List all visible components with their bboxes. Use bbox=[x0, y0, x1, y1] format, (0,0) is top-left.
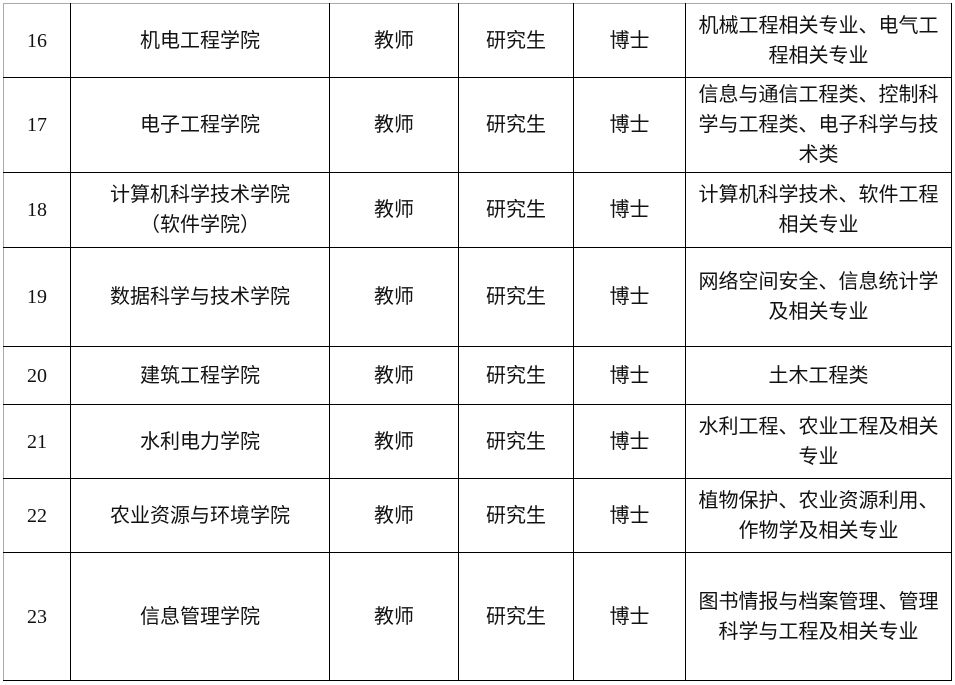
table-row: 16 机电工程学院 教师 研究生 博士 机械工程相关专业、电气工程相关专业 bbox=[3, 3, 952, 78]
cell-degree-level: 研究生 bbox=[458, 77, 574, 173]
cell-no: 23 bbox=[3, 552, 71, 681]
cell-no: 21 bbox=[3, 404, 71, 479]
cell-no: 16 bbox=[3, 3, 71, 78]
cell-degree: 博士 bbox=[573, 247, 686, 347]
cell-post: 教师 bbox=[329, 404, 459, 479]
cell-post: 教师 bbox=[329, 247, 459, 347]
cell-degree-level: 研究生 bbox=[458, 552, 574, 681]
table-row: 19 数据科学与技术学院 教师 研究生 博士 网络空间安全、信息统计学及相关专业 bbox=[3, 247, 952, 347]
cell-major: 计算机科学技术、软件工程相关专业 bbox=[685, 172, 952, 248]
cell-degree: 博士 bbox=[573, 552, 686, 681]
cell-degree-level: 研究生 bbox=[458, 172, 574, 248]
cell-major: 水利工程、农业工程及相关专业 bbox=[685, 404, 952, 479]
cell-degree-level: 研究生 bbox=[458, 404, 574, 479]
table-row: 20 建筑工程学院 教师 研究生 博士 土木工程类 bbox=[3, 346, 952, 405]
cell-major: 植物保护、农业资源利用、作物学及相关专业 bbox=[685, 478, 952, 553]
table-row: 22 农业资源与环境学院 教师 研究生 博士 植物保护、农业资源利用、作物学及相关专业 bbox=[3, 478, 952, 553]
cell-major: 信息与通信工程类、控制科学与工程类、电子科学与技术类 bbox=[685, 77, 952, 173]
cell-no: 22 bbox=[3, 478, 71, 553]
cell-no: 18 bbox=[3, 172, 71, 248]
table-row: 23 信息管理学院 教师 研究生 博士 图书情报与档案管理、管理科学与工程及相关专业 bbox=[3, 552, 952, 681]
cell-major: 机械工程相关专业、电气工程相关专业 bbox=[685, 3, 952, 78]
table-row: 21 水利电力学院 教师 研究生 博士 水利工程、农业工程及相关专业 bbox=[3, 404, 952, 479]
cell-degree: 博士 bbox=[573, 172, 686, 248]
cell-college: 机电工程学院 bbox=[70, 3, 330, 78]
cell-post: 教师 bbox=[329, 3, 459, 78]
cell-college: 水利电力学院 bbox=[70, 404, 330, 479]
cell-no: 19 bbox=[3, 247, 71, 347]
cell-post: 教师 bbox=[329, 346, 459, 405]
cell-college: 数据科学与技术学院 bbox=[70, 247, 330, 347]
cell-degree-level: 研究生 bbox=[458, 478, 574, 553]
cell-college: 电子工程学院 bbox=[70, 77, 330, 173]
cell-major: 土木工程类 bbox=[685, 346, 952, 405]
cell-degree: 博士 bbox=[573, 346, 686, 405]
cell-degree: 博士 bbox=[573, 3, 686, 78]
cell-degree-level: 研究生 bbox=[458, 346, 574, 405]
table-row: 18 计算机科学技术学院（软件学院） 教师 研究生 博士 计算机科学技术、软件工程相关专业 bbox=[3, 172, 952, 248]
recruitment-table: 16 机电工程学院 教师 研究生 博士 机械工程相关专业、电气工程相关专业 17 电子工程学院… bbox=[3, 3, 952, 681]
cell-college: 建筑工程学院 bbox=[70, 346, 330, 405]
cell-degree: 博士 bbox=[573, 404, 686, 479]
cell-post: 教师 bbox=[329, 172, 459, 248]
cell-no: 17 bbox=[3, 77, 71, 173]
cell-college: 信息管理学院 bbox=[70, 552, 330, 681]
cell-degree-level: 研究生 bbox=[458, 3, 574, 78]
cell-college: 计算机科学技术学院（软件学院） bbox=[70, 172, 330, 248]
cell-post: 教师 bbox=[329, 478, 459, 553]
cell-no: 20 bbox=[3, 346, 71, 405]
cell-degree: 博士 bbox=[573, 478, 686, 553]
table-row: 17 电子工程学院 教师 研究生 博士 信息与通信工程类、控制科学与工程类、电子科学与技术… bbox=[3, 77, 952, 173]
cell-post: 教师 bbox=[329, 77, 459, 173]
cell-degree: 博士 bbox=[573, 77, 686, 173]
cell-college: 农业资源与环境学院 bbox=[70, 478, 330, 553]
cell-degree-level: 研究生 bbox=[458, 247, 574, 347]
cell-major: 网络空间安全、信息统计学及相关专业 bbox=[685, 247, 952, 347]
cell-major: 图书情报与档案管理、管理科学与工程及相关专业 bbox=[685, 552, 952, 681]
cell-post: 教师 bbox=[329, 552, 459, 681]
